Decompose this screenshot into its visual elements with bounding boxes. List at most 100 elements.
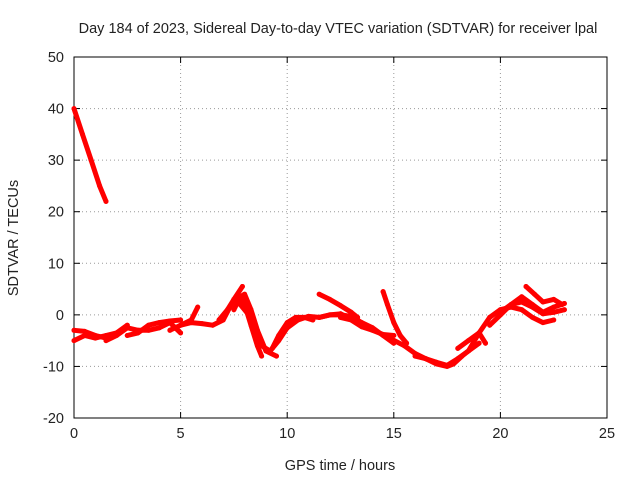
data-point bbox=[380, 289, 386, 295]
data-point bbox=[532, 291, 537, 297]
data-point bbox=[114, 333, 120, 338]
data-point bbox=[156, 325, 162, 331]
data-point bbox=[188, 320, 194, 326]
data-point bbox=[483, 340, 488, 346]
axis-ticks: 0 5 10 15 20 25 -20 -10 0 10 20 30 40 50 bbox=[43, 50, 615, 442]
data-point bbox=[231, 307, 237, 313]
data-point bbox=[370, 327, 375, 333]
data-point bbox=[295, 317, 301, 323]
y-tick-label: -20 bbox=[43, 411, 64, 427]
data-point bbox=[561, 307, 567, 313]
grid bbox=[74, 57, 607, 418]
data-point bbox=[402, 343, 407, 349]
data-point bbox=[519, 307, 525, 313]
data-point bbox=[167, 318, 173, 324]
data-point bbox=[71, 327, 77, 333]
data-point bbox=[348, 309, 354, 315]
data-point bbox=[178, 322, 184, 328]
data-point bbox=[237, 294, 243, 300]
data-point bbox=[199, 321, 205, 327]
data-point bbox=[459, 353, 465, 359]
data-point bbox=[529, 314, 535, 320]
data-point bbox=[444, 363, 450, 369]
data-point bbox=[225, 307, 230, 313]
data-point bbox=[178, 317, 184, 323]
data-point bbox=[551, 309, 557, 315]
data-point bbox=[387, 335, 392, 341]
data-point bbox=[397, 333, 403, 338]
data-point bbox=[540, 309, 546, 315]
data-point bbox=[551, 296, 557, 302]
data-point bbox=[487, 314, 493, 320]
plot-frame bbox=[73, 56, 608, 419]
data-point bbox=[519, 294, 525, 300]
data-point bbox=[88, 157, 94, 163]
y-tick-label: 10 bbox=[48, 256, 64, 272]
data-point bbox=[274, 353, 279, 359]
data-point bbox=[384, 302, 390, 307]
series-line-track-c bbox=[71, 327, 109, 341]
series-line-track-s bbox=[455, 330, 488, 351]
data-point bbox=[216, 317, 222, 323]
chart-title: Day 184 of 2023, Sidereal Day-to-day VTE… bbox=[79, 21, 598, 37]
data-point bbox=[276, 333, 282, 338]
data-point bbox=[97, 183, 103, 189]
data-point bbox=[412, 353, 418, 359]
data-point bbox=[355, 314, 361, 320]
x-tick-label: 0 bbox=[70, 426, 78, 442]
data-point bbox=[465, 348, 471, 354]
data-point bbox=[269, 345, 275, 351]
x-tick-label: 10 bbox=[279, 426, 295, 442]
data-point bbox=[348, 317, 354, 323]
data-point bbox=[559, 302, 565, 307]
data-point bbox=[327, 296, 333, 302]
data-point bbox=[210, 322, 216, 328]
data-point bbox=[178, 330, 184, 336]
data-point bbox=[248, 307, 254, 313]
data-point bbox=[246, 312, 252, 318]
data-point bbox=[540, 320, 546, 326]
data-point bbox=[135, 330, 141, 336]
data-point bbox=[259, 353, 265, 359]
data-point bbox=[156, 320, 162, 326]
data-point bbox=[231, 296, 237, 302]
y-tick-label: 40 bbox=[48, 102, 64, 118]
data-point bbox=[476, 330, 482, 336]
x-tick-label: 15 bbox=[386, 426, 402, 442]
data-point bbox=[252, 327, 258, 333]
data-point bbox=[433, 361, 439, 367]
data-point bbox=[284, 325, 290, 331]
data-series bbox=[71, 106, 567, 369]
data-point bbox=[423, 356, 429, 362]
data-point bbox=[195, 304, 201, 310]
data-point bbox=[242, 291, 248, 297]
data-point bbox=[359, 324, 365, 330]
y-tick-label: 20 bbox=[48, 205, 64, 221]
data-point bbox=[306, 313, 311, 319]
data-point bbox=[124, 325, 130, 331]
data-point bbox=[124, 333, 130, 338]
data-point bbox=[71, 106, 77, 112]
y-tick-label: 0 bbox=[56, 308, 64, 324]
data-point bbox=[103, 198, 109, 204]
x-tick-label: 25 bbox=[599, 426, 615, 442]
data-point bbox=[529, 302, 535, 307]
y-tick-label: 30 bbox=[48, 153, 64, 169]
data-point bbox=[451, 361, 456, 367]
data-point bbox=[380, 332, 386, 337]
data-point bbox=[80, 131, 85, 137]
data-point bbox=[508, 302, 514, 307]
data-point bbox=[523, 284, 529, 289]
data-point bbox=[551, 317, 557, 323]
data-point bbox=[92, 333, 98, 338]
data-point bbox=[316, 314, 322, 320]
data-point bbox=[487, 322, 493, 328]
data-point bbox=[455, 345, 461, 351]
data-point bbox=[551, 304, 557, 310]
data-point bbox=[465, 338, 471, 344]
data-point bbox=[237, 302, 243, 307]
data-point bbox=[540, 299, 546, 305]
data-point bbox=[103, 338, 109, 344]
data-point bbox=[146, 322, 152, 328]
